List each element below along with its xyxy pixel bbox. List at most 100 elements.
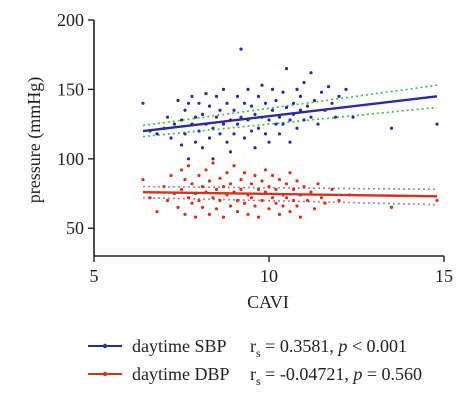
- data-point-dbp: [312, 207, 317, 211]
- data-point-sbp: [214, 94, 219, 98]
- data-point-dbp: [232, 164, 236, 168]
- legend-stat-sbp-p: p: [336, 336, 347, 356]
- data-point-sbp: [211, 126, 215, 130]
- data-point-sbp: [162, 126, 166, 130]
- data-point-sbp: [190, 122, 194, 126]
- data-point-dbp: [214, 207, 219, 211]
- data-point-dbp: [281, 193, 285, 197]
- legend-stat-sbp-sub: s: [256, 346, 261, 360]
- data-point-dbp: [225, 193, 229, 197]
- data-point-dbp: [228, 182, 233, 186]
- data-point-sbp: [270, 108, 275, 112]
- data-point-dbp: [179, 187, 184, 191]
- data-point-sbp: [351, 115, 355, 119]
- data-point-dbp: [190, 201, 194, 205]
- data-point-sbp: [249, 129, 254, 133]
- data-point-sbp: [274, 122, 278, 126]
- data-point-sbp: [288, 118, 292, 122]
- data-point-dbp: [165, 198, 170, 203]
- data-point-dbp: [260, 179, 264, 183]
- data-point-sbp: [309, 115, 313, 119]
- data-point-sbp: [435, 122, 439, 126]
- data-point-dbp: [183, 212, 187, 216]
- data-point-sbp: [288, 140, 292, 144]
- data-point-dbp: [197, 198, 201, 203]
- data-point-sbp: [319, 90, 324, 94]
- legend: daytime SBP rs = 0.3581, p < 0.001 dayti…: [88, 336, 422, 388]
- data-point-sbp: [225, 101, 229, 105]
- data-point-dbp: [330, 187, 334, 191]
- legend-stat-dbp-r: r: [250, 364, 256, 384]
- data-point-dbp: [246, 212, 250, 216]
- data-point-sbp: [232, 108, 236, 112]
- data-point-dbp: [242, 201, 247, 205]
- data-point-sbp: [309, 71, 313, 75]
- data-point-dbp: [207, 212, 212, 216]
- legend-label-dbp: daytime DBP: [132, 364, 230, 384]
- data-point-dbp: [277, 212, 282, 216]
- legend-stat-dbp-sub: s: [256, 374, 261, 388]
- data-point-dbp: [270, 173, 275, 178]
- data-point-sbp: [141, 101, 145, 105]
- data-point-dbp: [291, 187, 296, 191]
- data-point-sbp: [298, 94, 303, 98]
- x-tick-label: 5: [90, 266, 99, 286]
- data-point-dbp: [183, 178, 187, 182]
- data-point-dbp: [186, 164, 191, 168]
- x-tick-label: 10: [260, 266, 278, 286]
- data-point-sbp: [155, 132, 159, 136]
- x-axis-label: CAVI: [247, 292, 289, 312]
- legend-stat-sbp: rs = 0.3581, p < 0.001: [250, 336, 407, 360]
- data-point-dbp: [253, 173, 257, 178]
- data-point-sbp: [197, 101, 201, 105]
- data-point-dbp: [309, 190, 313, 194]
- data-point-sbp: [239, 115, 243, 119]
- data-point-dbp: [323, 201, 327, 205]
- data-point-dbp: [204, 168, 208, 172]
- data-point-dbp: [179, 168, 184, 172]
- data-point-dbp: [197, 173, 201, 178]
- data-point-sbp: [239, 47, 243, 51]
- data-point-sbp: [295, 87, 299, 92]
- data-point-sbp: [256, 94, 261, 98]
- data-point-dbp: [302, 184, 306, 189]
- data-point-sbp: [228, 118, 233, 122]
- data-point-dbp: [155, 209, 159, 214]
- data-point-sbp: [246, 87, 250, 92]
- data-point-sbp: [267, 118, 271, 122]
- data-point-sbp: [337, 94, 341, 98]
- data-point-dbp: [277, 178, 282, 182]
- data-point-sbp: [274, 98, 278, 103]
- data-point-dbp: [221, 215, 226, 219]
- y-tick-label: 50: [66, 218, 84, 238]
- data-point-dbp: [207, 179, 212, 183]
- data-point-sbp: [246, 118, 250, 122]
- data-point-sbp: [260, 83, 264, 87]
- data-point-sbp: [190, 94, 194, 98]
- data-point-dbp: [239, 187, 243, 191]
- ci-upper-dbp: [142, 185, 438, 191]
- data-point-sbp: [330, 101, 334, 105]
- data-point-sbp: [186, 157, 191, 161]
- data-point-dbp: [218, 198, 222, 203]
- legend-stat-dbp: rs = -0.04721, p = 0.560: [250, 364, 422, 388]
- data-point-dbp: [242, 171, 247, 175]
- data-point-sbp: [284, 105, 289, 110]
- data-point-dbp: [228, 204, 233, 208]
- data-point-dbp: [148, 196, 152, 200]
- data-point-sbp: [249, 104, 254, 108]
- y-tick-label: 100: [57, 149, 84, 169]
- legend-item-sbp: daytime SBP rs = 0.3581, p < 0.001: [88, 336, 407, 360]
- data-point-sbp: [204, 91, 208, 96]
- data-point-sbp: [323, 108, 327, 112]
- data-point-sbp: [281, 122, 285, 126]
- data-point-dbp: [288, 171, 292, 175]
- data-point-dbp: [347, 193, 352, 197]
- data-point-dbp: [235, 209, 240, 214]
- data-point-sbp: [183, 132, 187, 136]
- data-point-dbp: [267, 207, 271, 211]
- data-point-dbp: [141, 178, 145, 182]
- data-point-sbp: [235, 94, 240, 98]
- data-point-sbp: [284, 66, 289, 71]
- data-point-sbp: [263, 132, 268, 136]
